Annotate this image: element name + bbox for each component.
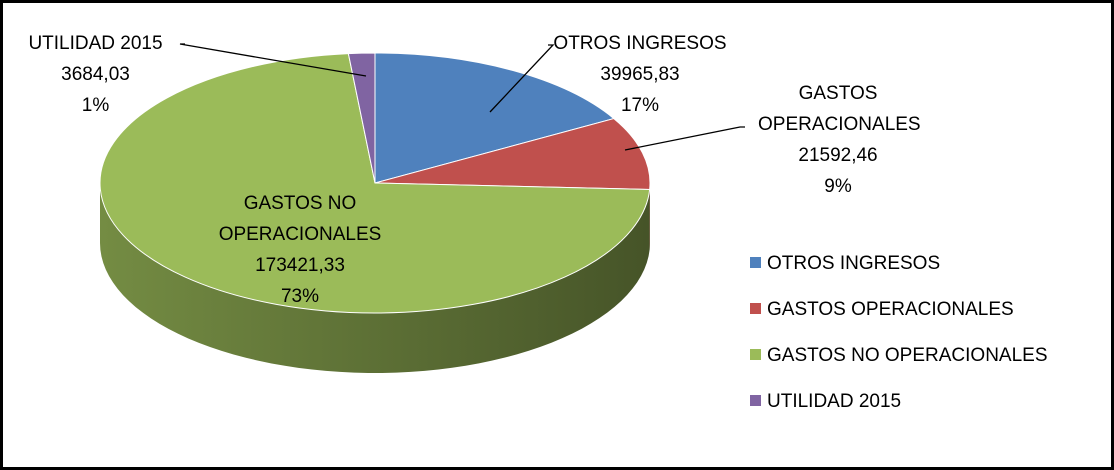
label-value: 21592,46: [798, 145, 878, 166]
leader-line: [624, 126, 745, 151]
legend-label: UTILIDAD 2015: [767, 391, 901, 412]
slice: [374, 52, 615, 184]
label-percent: 73%: [280, 286, 320, 307]
leader-line: [489, 44, 555, 113]
legend-swatch: [750, 257, 761, 268]
slice: [374, 118, 651, 190]
legend-swatch: [750, 349, 761, 360]
label-value: 173421,33: [255, 255, 345, 276]
legend-swatch: [750, 303, 761, 314]
legend-label: GASTOS OPERACIONALES: [767, 299, 1014, 320]
label-value: 39965,83: [600, 64, 680, 85]
label-percent: 1%: [81, 95, 110, 116]
data-label: GASTOS OPERACIONALES 21592,46 9%: [758, 78, 921, 202]
label-name: UTILIDAD 2015: [28, 33, 163, 54]
legend-label: GASTOS NO OPERACIONALES: [767, 345, 1048, 366]
data-label: GASTOS NO OPERACIONALES 173421,33 73%: [200, 188, 400, 312]
label-percent: 9%: [824, 176, 852, 197]
legend-label: OTROS INGRESOS: [767, 253, 940, 274]
label-value: 3684,03: [61, 64, 130, 85]
legend-swatch: [750, 395, 761, 406]
label-name: OTROS INGRESOS: [553, 33, 727, 54]
slice: [99, 53, 651, 314]
label-name: GASTOS NO OPERACIONALES: [218, 193, 382, 245]
slice: [347, 52, 376, 184]
slice-side: [100, 183, 650, 373]
label-percent: 17%: [620, 95, 660, 116]
data-label: UTILIDAD 2015 3684,03 1%: [8, 28, 183, 121]
leader-line: [179, 43, 367, 77]
data-label: OTROS INGRESOS 39965,83 17%: [540, 28, 740, 121]
label-name: GASTOS OPERACIONALES: [758, 83, 921, 135]
